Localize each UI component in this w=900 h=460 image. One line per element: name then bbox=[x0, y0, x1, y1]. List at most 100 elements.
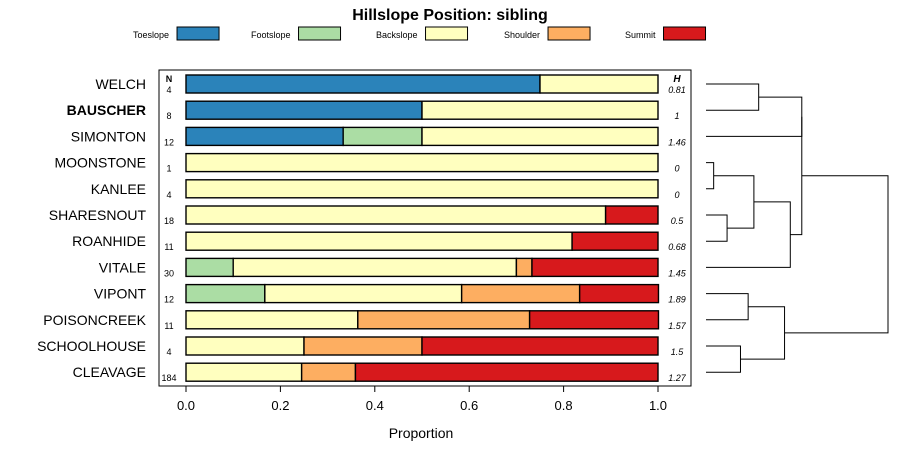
dendrogram-link-1 bbox=[706, 162, 715, 190]
bar-segment-schoolhouse-summit bbox=[421, 336, 659, 356]
dendrogram-link-2 bbox=[706, 214, 728, 242]
bar-segment-roanhide-summit bbox=[571, 231, 659, 251]
row-label-vipont: VIPONT bbox=[94, 286, 147, 302]
plot-panel bbox=[158, 69, 692, 387]
row-label-poisoncreek: POISONCREEK bbox=[43, 312, 146, 328]
n-value-vitale: 30 bbox=[164, 268, 174, 278]
bar-segment-vipont-footslope bbox=[185, 283, 266, 304]
bar-segment-roanhide-backslope bbox=[185, 231, 573, 251]
n-value-welch: 4 bbox=[166, 85, 171, 95]
dendrogram-link-9 bbox=[790, 116, 803, 236]
bar-segment-vitale-backslope bbox=[232, 257, 518, 278]
h-value-roanhide: 0.68 bbox=[668, 242, 686, 252]
n-value-bauscher: 8 bbox=[166, 111, 171, 121]
legend-swatch-backslope bbox=[425, 26, 469, 41]
dendrogram-link-3 bbox=[706, 293, 749, 321]
legend-swatch-summit bbox=[663, 26, 707, 41]
h-value-simonton: 1.46 bbox=[668, 137, 686, 147]
bar-segment-vitale-summit bbox=[531, 257, 659, 278]
dendrogram-link-8 bbox=[706, 96, 803, 137]
n-value-vipont: 12 bbox=[164, 295, 174, 305]
h-value-bauscher: 1 bbox=[674, 111, 679, 121]
row-label-kanlee: KANLEE bbox=[91, 181, 146, 197]
bar-segment-sharesnout-backslope bbox=[185, 205, 607, 225]
legend-swatch-toeslope bbox=[176, 26, 220, 41]
x-tick-label-5: 1.0 bbox=[649, 398, 667, 413]
bar-segment-kanlee-backslope bbox=[185, 179, 659, 199]
row-label-welch: WELCH bbox=[95, 76, 146, 92]
bar-segment-poisoncreek-backslope bbox=[185, 310, 359, 330]
n-value-roanhide: 11 bbox=[164, 242, 173, 252]
h-value-sharesnout: 0.5 bbox=[671, 216, 685, 226]
bar-segment-welch-toeslope bbox=[185, 74, 541, 94]
bar-segment-simonton-toeslope bbox=[185, 126, 344, 147]
bar-segment-vipont-shoulder bbox=[460, 283, 581, 304]
bar-segment-sharesnout-summit bbox=[604, 205, 659, 225]
n-value-simonton: 12 bbox=[164, 137, 174, 147]
bar-segment-poisoncreek-shoulder bbox=[357, 310, 531, 330]
dendrogram-link-0 bbox=[706, 83, 760, 111]
h-value-moonstone: 0 bbox=[674, 164, 679, 174]
n-value-moonstone: 1 bbox=[166, 164, 171, 174]
legend-swatch-shoulder bbox=[547, 26, 591, 41]
x-tick-label-3: 0.6 bbox=[460, 398, 478, 413]
row-label-sharesnout: SHARESNOUT bbox=[49, 207, 147, 223]
bar-segment-vipont-backslope bbox=[264, 283, 463, 304]
row-label-roanhide: ROANHIDE bbox=[72, 233, 146, 249]
bar-segment-simonton-footslope bbox=[342, 126, 423, 147]
dendrogram bbox=[706, 83, 889, 373]
legend-swatch-footslope bbox=[298, 26, 342, 41]
h-value-vipont: 1.89 bbox=[668, 295, 686, 305]
x-tick-label-4: 0.8 bbox=[555, 398, 573, 413]
legend-label-shoulder: Shoulder bbox=[504, 30, 540, 40]
bar-segment-cleavage-summit bbox=[354, 362, 659, 382]
row-label-schoolhouse: SCHOOLHOUSE bbox=[37, 338, 146, 354]
bar-rows: WELCH 4 0.81 BAUSCHER 8 1 SIMONTON 12 1.46 MOONST… bbox=[37, 74, 687, 383]
bar-segment-bauscher-toeslope bbox=[185, 100, 423, 120]
bar-segment-schoolhouse-shoulder bbox=[303, 336, 423, 356]
n-value-sharesnout: 18 bbox=[164, 216, 174, 226]
bar-segment-welch-backslope bbox=[539, 74, 659, 94]
h-value-welch: 0.81 bbox=[668, 85, 686, 95]
legend: Toeslope Footslope Backslope Shoulder Summit bbox=[133, 26, 707, 41]
x-axis: 0.0 0.2 0.4 0.6 0.8 1.0 bbox=[177, 386, 667, 413]
bar-segment-cleavage-shoulder bbox=[300, 362, 357, 382]
legend-label-toeslope: Toeslope bbox=[133, 30, 169, 40]
h-value-cleavage: 1.27 bbox=[668, 373, 687, 383]
bar-segment-vitale-footslope bbox=[185, 257, 234, 278]
dendrogram-link-4 bbox=[706, 345, 741, 373]
legend-label-summit: Summit bbox=[625, 30, 656, 40]
bar-segment-cleavage-backslope bbox=[185, 362, 303, 382]
bar-segment-moonstone-backslope bbox=[185, 152, 659, 173]
row-label-cleavage: CLEAVAGE bbox=[73, 364, 146, 380]
n-value-schoolhouse: 4 bbox=[166, 347, 171, 357]
h-value-vitale: 1.45 bbox=[668, 268, 687, 278]
bar-segment-vipont-summit bbox=[578, 283, 660, 304]
row-label-simonton: SIMONTON bbox=[71, 128, 146, 144]
legend-label-footslope: Footslope bbox=[251, 30, 291, 40]
n-value-cleavage: 184 bbox=[161, 373, 176, 383]
h-column-header: H bbox=[673, 74, 681, 85]
bar-segment-vitale-shoulder bbox=[515, 257, 533, 278]
n-column-header: N bbox=[166, 74, 173, 84]
x-tick-label-1: 0.2 bbox=[271, 398, 289, 413]
x-tick-label-0: 0.0 bbox=[177, 398, 195, 413]
dendrogram-link-5 bbox=[713, 175, 755, 229]
chart-title: Hillslope Position: sibling bbox=[352, 7, 548, 24]
h-value-kanlee: 0 bbox=[674, 190, 679, 200]
bar-segment-schoolhouse-backslope bbox=[185, 336, 305, 356]
h-value-schoolhouse: 1.5 bbox=[671, 347, 685, 357]
n-value-poisoncreek: 11 bbox=[164, 321, 173, 331]
legend-label-backslope: Backslope bbox=[376, 30, 418, 40]
dendrogram-link-7 bbox=[740, 306, 786, 360]
x-axis-label: Proportion bbox=[389, 425, 454, 441]
h-value-poisoncreek: 1.57 bbox=[668, 321, 687, 331]
bar-segment-bauscher-backslope bbox=[421, 100, 659, 120]
dendrogram-link-10 bbox=[784, 175, 889, 334]
n-value-kanlee: 4 bbox=[166, 190, 171, 200]
x-tick-label-2: 0.4 bbox=[366, 398, 384, 413]
row-label-bauscher: BAUSCHER bbox=[67, 102, 146, 118]
row-label-moonstone: MOONSTONE bbox=[54, 155, 146, 171]
bar-segment-poisoncreek-summit bbox=[528, 310, 660, 330]
